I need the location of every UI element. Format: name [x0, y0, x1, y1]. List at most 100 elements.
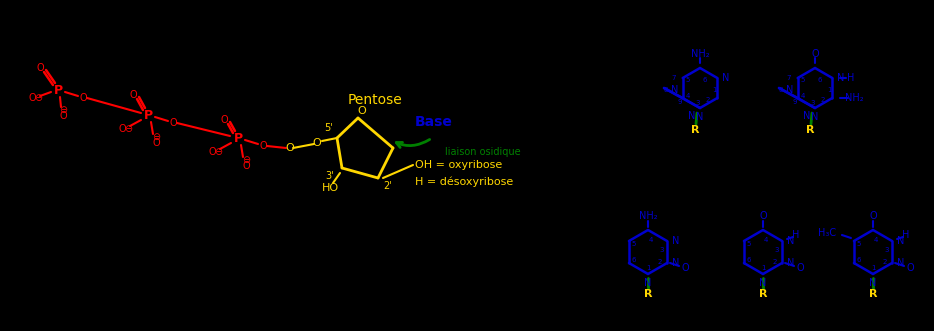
- Text: O: O: [260, 141, 267, 151]
- Text: N: N: [898, 258, 905, 268]
- Text: 2': 2': [384, 181, 392, 191]
- Text: ⊖: ⊖: [124, 124, 132, 134]
- Text: 9: 9: [678, 99, 682, 105]
- Text: 4: 4: [764, 237, 768, 243]
- Text: N: N: [787, 236, 795, 246]
- Text: 5: 5: [747, 241, 751, 247]
- Text: N: N: [870, 278, 877, 288]
- Text: O: O: [129, 90, 136, 100]
- Text: 2: 2: [772, 259, 777, 265]
- Text: 1: 1: [645, 265, 650, 271]
- Text: O: O: [681, 263, 689, 273]
- Text: O: O: [313, 138, 321, 148]
- Text: N: N: [812, 112, 819, 122]
- Text: 9: 9: [793, 99, 798, 105]
- Text: O: O: [358, 106, 366, 116]
- Text: H: H: [846, 73, 854, 83]
- Text: 4: 4: [649, 237, 653, 243]
- Text: ⊖: ⊖: [242, 155, 250, 165]
- Text: O: O: [119, 124, 126, 134]
- Text: 4: 4: [686, 93, 690, 99]
- Text: P: P: [53, 83, 63, 97]
- Text: ⊖: ⊖: [152, 132, 160, 142]
- Text: O: O: [28, 93, 35, 103]
- Text: O: O: [59, 111, 67, 121]
- Text: O: O: [152, 138, 160, 148]
- Text: NH₂: NH₂: [690, 49, 709, 59]
- Text: 5: 5: [631, 241, 636, 247]
- Text: N: N: [672, 236, 680, 246]
- Text: R: R: [806, 125, 814, 135]
- Text: 6: 6: [747, 257, 751, 263]
- Text: N: N: [697, 112, 703, 122]
- Text: N: N: [786, 85, 793, 95]
- Text: R: R: [758, 289, 767, 299]
- Text: 1: 1: [870, 265, 875, 271]
- Text: O: O: [36, 63, 44, 73]
- Text: N: N: [644, 278, 652, 288]
- Text: O: O: [286, 143, 294, 153]
- Text: 1: 1: [712, 87, 716, 93]
- Text: 3: 3: [696, 100, 700, 106]
- Text: N: N: [787, 258, 795, 268]
- Text: ⊖: ⊖: [59, 105, 67, 115]
- Text: N: N: [688, 111, 696, 121]
- Text: NH₂: NH₂: [639, 211, 658, 221]
- Text: O: O: [208, 147, 216, 157]
- Text: N: N: [837, 73, 844, 83]
- Text: R: R: [869, 289, 877, 299]
- Text: 5: 5: [800, 77, 805, 83]
- Text: R: R: [691, 125, 700, 135]
- Text: H = désoxyribose: H = désoxyribose: [415, 177, 514, 187]
- Text: H: H: [902, 230, 910, 240]
- Text: O: O: [79, 93, 87, 103]
- Text: 2: 2: [883, 259, 887, 265]
- Text: ⊖: ⊖: [214, 147, 222, 157]
- Text: N: N: [803, 111, 811, 121]
- Text: Pentose: Pentose: [347, 93, 403, 107]
- Text: 7: 7: [786, 75, 791, 81]
- Text: O: O: [169, 118, 177, 128]
- Text: P: P: [144, 109, 152, 121]
- Text: HO: HO: [321, 183, 338, 193]
- Text: 1: 1: [827, 87, 831, 93]
- Text: 8: 8: [664, 87, 668, 93]
- Text: 3: 3: [659, 247, 664, 253]
- Text: 8: 8: [779, 87, 784, 93]
- Text: O: O: [242, 161, 249, 171]
- Text: O: O: [220, 115, 228, 125]
- Text: 7: 7: [672, 75, 676, 81]
- Text: 2: 2: [706, 97, 710, 103]
- Text: P: P: [234, 131, 243, 145]
- Text: H₃C: H₃C: [818, 228, 836, 238]
- Text: O: O: [906, 263, 913, 273]
- Text: 3: 3: [811, 100, 815, 106]
- Text: O: O: [812, 49, 819, 59]
- Text: 2: 2: [821, 97, 825, 103]
- Text: NH₂: NH₂: [845, 93, 864, 103]
- Text: Base: Base: [415, 115, 453, 129]
- Text: ⊖: ⊖: [34, 93, 42, 103]
- Text: O: O: [759, 211, 767, 221]
- Text: N: N: [671, 85, 678, 95]
- Text: N: N: [722, 73, 729, 83]
- Text: 5: 5: [856, 241, 861, 247]
- Text: 2: 2: [658, 259, 662, 265]
- Text: N: N: [898, 236, 905, 246]
- Text: OH = oxyribose: OH = oxyribose: [415, 160, 502, 170]
- Text: 6: 6: [856, 257, 861, 263]
- Text: 5: 5: [686, 77, 690, 83]
- Text: 3: 3: [884, 247, 889, 253]
- Text: 6: 6: [818, 77, 822, 83]
- Text: N: N: [759, 278, 767, 288]
- Text: 6: 6: [702, 77, 707, 83]
- Text: N: N: [672, 258, 680, 268]
- Text: O: O: [797, 263, 804, 273]
- Text: 3: 3: [774, 247, 779, 253]
- Text: 1: 1: [761, 265, 765, 271]
- Text: 4: 4: [800, 93, 805, 99]
- Text: 6: 6: [631, 257, 636, 263]
- Text: 4: 4: [874, 237, 878, 243]
- Text: 3': 3': [326, 171, 334, 181]
- Text: 5': 5': [325, 123, 333, 133]
